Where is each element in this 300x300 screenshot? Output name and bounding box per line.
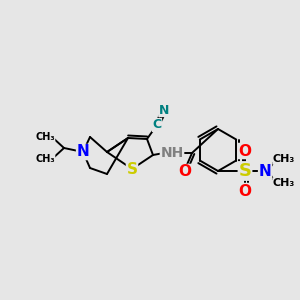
- Text: CH₃: CH₃: [35, 154, 55, 164]
- Text: O: O: [178, 164, 191, 179]
- Text: N: N: [76, 145, 89, 160]
- Text: CH₃: CH₃: [35, 132, 55, 142]
- Text: CH₃: CH₃: [273, 178, 295, 188]
- Text: N: N: [159, 103, 169, 116]
- Text: CH₃: CH₃: [273, 154, 295, 164]
- Text: O: O: [238, 143, 251, 158]
- Text: N: N: [259, 164, 272, 178]
- Text: O: O: [238, 184, 251, 199]
- Text: S: S: [127, 161, 137, 176]
- Text: NH: NH: [160, 146, 184, 160]
- Text: C: C: [152, 118, 162, 131]
- Text: S: S: [238, 162, 251, 180]
